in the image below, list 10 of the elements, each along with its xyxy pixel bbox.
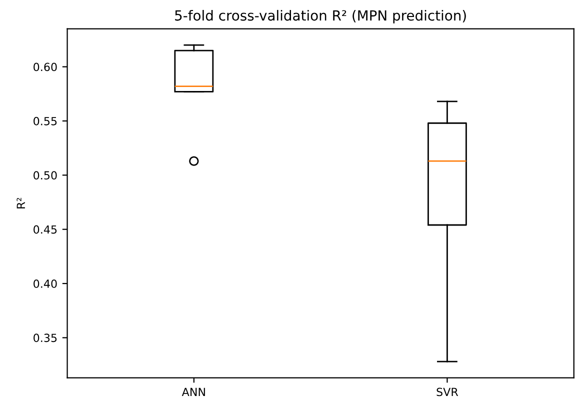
chart-title: 5-fold cross-validation R² (MPN prediction) bbox=[175, 10, 466, 24]
x-tick-label: ANN bbox=[182, 388, 205, 396]
y-tick-label: 0.50 bbox=[34, 171, 57, 180]
y-tick-label: 0.40 bbox=[34, 279, 57, 288]
y-tick-label: 0.45 bbox=[34, 225, 57, 234]
y-tick-label: 0.55 bbox=[34, 116, 57, 126]
y-tick-label: 0.60 bbox=[34, 62, 57, 72]
y-tick-label: 0.35 bbox=[34, 334, 57, 342]
y-axis-title: R² bbox=[16, 198, 25, 208]
x-tick-label: SVR bbox=[436, 388, 458, 396]
